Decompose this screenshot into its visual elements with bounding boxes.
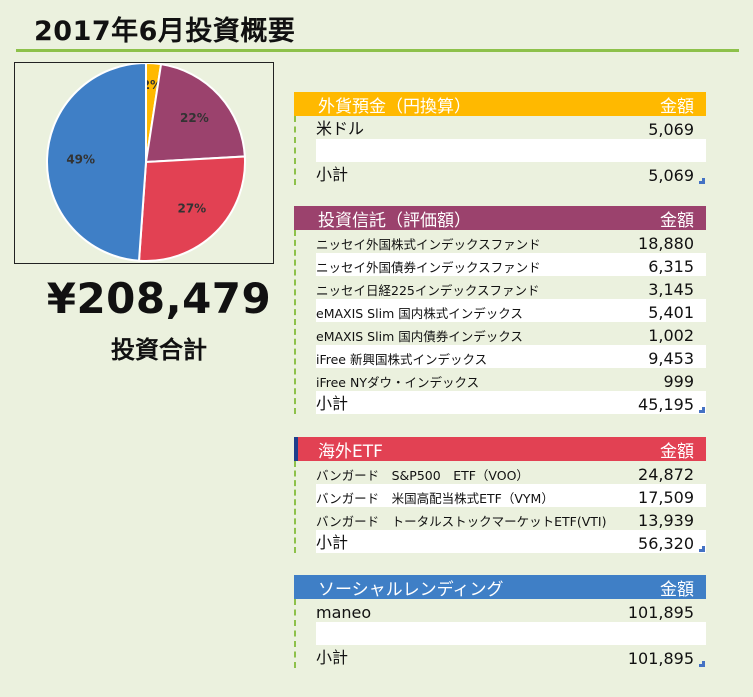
- subtotal-value: 101,895: [627, 649, 694, 668]
- amount-header: 金額: [660, 441, 694, 462]
- subtotal-value: 56,320: [638, 534, 694, 553]
- table-row: ニッセイ外国株式インデックスファンド 18,880: [316, 230, 706, 253]
- amount-header: 金額: [660, 210, 694, 231]
- row-label: ニッセイ外国株式インデックスファンド: [316, 237, 541, 252]
- table-row: ニッセイ日経225インデックスファンド 3,145: [316, 276, 706, 299]
- pie-chart-svg: 2%22%27%49%: [46, 63, 246, 262]
- row-value: 101,895: [627, 603, 694, 622]
- pie-slice: [46, 63, 147, 262]
- row-value: 13,939: [638, 511, 694, 530]
- row-label: iFree 新興国株式インデックス: [316, 352, 488, 367]
- row-label: eMAXIS Slim 国内債券インデックス: [316, 329, 523, 344]
- row-value: 17,509: [638, 488, 694, 507]
- section-header: ソーシャルレンディング 金額: [294, 575, 706, 600]
- subtotal-label: 小計: [316, 533, 349, 552]
- pie-data-label: 27%: [177, 202, 206, 216]
- title-underline: [16, 49, 739, 52]
- row-value: 24,872: [638, 465, 694, 484]
- total-amount: ¥208,479: [46, 274, 272, 323]
- subtotal-row: 小計 101,895: [316, 645, 706, 668]
- table-row: バンガード トータルストックマーケットETF(VTI) 13,939: [316, 507, 706, 530]
- row-label: eMAXIS Slim 国内株式インデックス: [316, 306, 523, 321]
- subtotal-value: 45,195: [638, 395, 694, 414]
- table-row: 米ドル 5,069: [316, 116, 706, 139]
- row-value: 9,453: [648, 349, 694, 368]
- table-row: iFree 新興国株式インデックス 9,453: [316, 345, 706, 368]
- subtotal-row: 小計 45,195: [316, 391, 706, 414]
- section-fx-deposit: 外貨預金（円換算） 金額 米ドル 5,069 小計 5,069: [294, 92, 706, 185]
- section-social-lending: ソーシャルレンディング 金額 maneo 101,895 小計 101,895: [294, 575, 706, 668]
- table-row: [316, 139, 706, 162]
- subtotal-label: 小計: [316, 648, 349, 667]
- subtotal-value: 5,069: [648, 166, 694, 185]
- section-title: 海外ETF: [318, 441, 383, 462]
- section-body: ニッセイ外国株式インデックスファンド 18,880 ニッセイ外国債券インデックス…: [294, 230, 706, 414]
- section-title: ソーシャルレンディング: [318, 579, 504, 600]
- row-value: 999: [663, 372, 694, 391]
- row-label: バンガード トータルストックマーケットETF(VTI): [316, 514, 607, 529]
- row-label: ニッセイ外国債券インデックスファンド: [316, 260, 541, 275]
- row-label: 米ドル: [316, 119, 365, 138]
- row-value: 3,145: [648, 280, 694, 299]
- section-header: 投資信託（評価額） 金額: [294, 206, 706, 231]
- row-label: iFree NYダウ・インデックス: [316, 375, 480, 390]
- section-title: 投資信託（評価額）: [318, 210, 471, 231]
- table-row: eMAXIS Slim 国内株式インデックス 5,401: [316, 299, 706, 322]
- table-row: eMAXIS Slim 国内債券インデックス 1,002: [316, 322, 706, 345]
- table-row: バンガード 米国高配当株式ETF（VYM） 17,509: [316, 484, 706, 507]
- pie-slice: [137, 155, 246, 262]
- pie-data-label: 22%: [180, 111, 209, 125]
- pie-chart: 2% 22% 27% 49%: [14, 62, 274, 264]
- row-value: 1,002: [648, 326, 694, 345]
- table-row: バンガード S&P500 ETF（VOO） 24,872: [316, 461, 706, 484]
- row-value: 5,401: [648, 303, 694, 322]
- row-label: maneo: [316, 603, 372, 622]
- row-label: ニッセイ日経225インデックスファンド: [316, 283, 540, 298]
- pie-slice: [144, 63, 246, 164]
- table-row: ニッセイ外国債券インデックスファンド 6,315: [316, 253, 706, 276]
- amount-header: 金額: [660, 96, 694, 117]
- row-value: 18,880: [638, 234, 694, 253]
- page-title: 2017年6月投資概要: [34, 16, 296, 47]
- subtotal-label: 小計: [316, 394, 349, 413]
- subtotal-row: 小計 56,320: [316, 530, 706, 553]
- section-body: バンガード S&P500 ETF（VOO） 24,872 バンガード 米国高配当…: [294, 461, 706, 553]
- row-value: 5,069: [648, 120, 694, 139]
- subtotal-label: 小計: [316, 165, 349, 184]
- row-label: バンガード S&P500 ETF（VOO）: [316, 468, 529, 483]
- subtotal-row: 小計 5,069: [316, 162, 706, 185]
- total-label: 投資合計: [111, 336, 207, 364]
- table-row: maneo 101,895: [316, 599, 706, 622]
- section-investment-trust: 投資信託（評価額） 金額 ニッセイ外国株式インデックスファンド 18,880 ニ…: [294, 206, 706, 414]
- row-label: バンガード 米国高配当株式ETF（VYM）: [316, 491, 554, 506]
- section-overseas-etf: 海外ETF 金額 バンガード S&P500 ETF（VOO） 24,872 バン…: [294, 437, 706, 553]
- section-header: 外貨預金（円換算） 金額: [294, 92, 706, 117]
- section-title: 外貨預金（円換算）: [318, 96, 471, 117]
- row-value: 6,315: [648, 257, 694, 276]
- section-body: maneo 101,895 小計 101,895: [294, 599, 706, 668]
- pie-data-label: 49%: [66, 153, 95, 167]
- table-row: [316, 622, 706, 645]
- amount-header: 金額: [660, 579, 694, 600]
- table-row: iFree NYダウ・インデックス 999: [316, 368, 706, 391]
- section-header: 海外ETF 金額: [294, 437, 706, 462]
- section-body: 米ドル 5,069 小計 5,069: [294, 116, 706, 185]
